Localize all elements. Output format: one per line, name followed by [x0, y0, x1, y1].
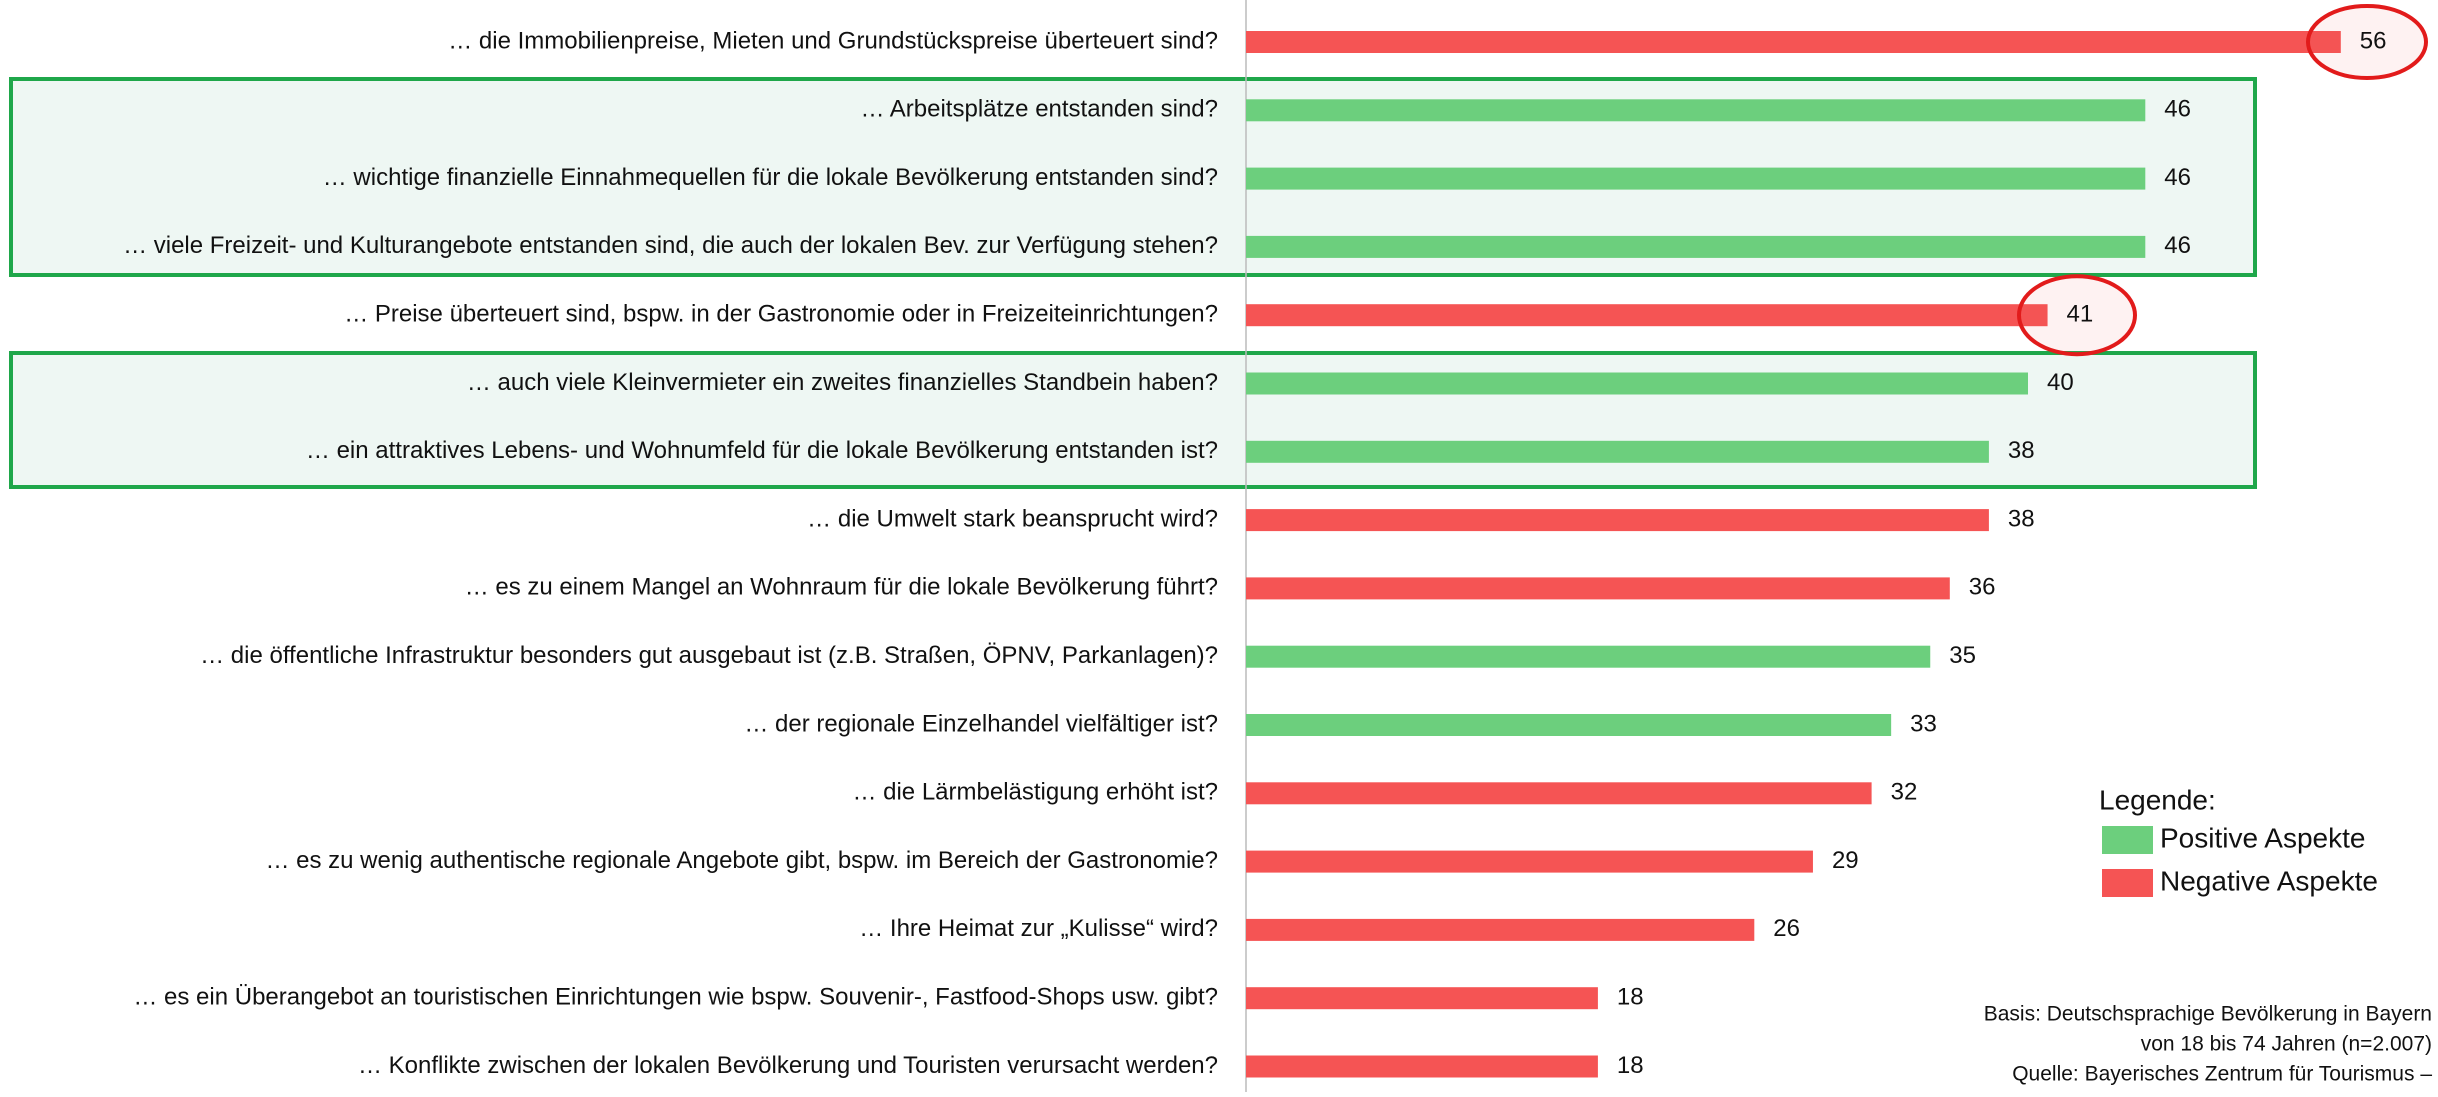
value-label: 26 — [1773, 915, 1800, 942]
value-label: 29 — [1832, 847, 1859, 874]
value-label: 38 — [2008, 505, 2035, 532]
category-label: … viele Freizeit- und Kulturangebote ent… — [123, 232, 1218, 259]
category-label: … auch viele Kleinvermieter ein zweites … — [467, 369, 1218, 396]
value-label: 56 — [2360, 27, 2387, 54]
value-label: 46 — [2164, 96, 2191, 123]
bar — [1246, 1055, 1598, 1078]
value-label: 35 — [1949, 642, 1976, 669]
category-label: … ein attraktives Lebens- und Wohnumfeld… — [306, 437, 1218, 464]
legend-swatch — [2102, 869, 2153, 897]
highlight-circle — [2306, 4, 2428, 80]
category-label: … Ihre Heimat zur „Kulisse“ wird? — [859, 915, 1218, 942]
value-label: 46 — [2164, 232, 2191, 259]
bar — [1246, 235, 2146, 258]
category-label: … die Umwelt stark beansprucht wird? — [807, 505, 1218, 532]
category-label: … es zu einem Mangel an Wohnraum für die… — [465, 574, 1218, 601]
category-label: … die öffentliche Infrastruktur besonder… — [200, 642, 1218, 669]
bar — [1246, 304, 2048, 327]
category-label: … Arbeitsplätze entstanden sind? — [860, 96, 1218, 123]
note: Basis: Deutschsprachige Bevölkerung in B… — [1984, 1003, 2432, 1026]
value-label: 32 — [1891, 779, 1918, 806]
legend-label: Negative Aspekte — [2160, 865, 2378, 896]
bar — [1246, 782, 1872, 805]
value-label: 33 — [1910, 710, 1937, 737]
category-label: … wichtige finanzielle Einnahmequellen f… — [323, 164, 1218, 191]
note: von 18 bis 74 Jahren (n=2.007) — [2141, 1033, 2432, 1056]
value-label: 38 — [2008, 437, 2035, 464]
value-label: 18 — [1617, 984, 1644, 1011]
category-label: … der regionale Einzelhandel vielfältige… — [744, 710, 1218, 737]
category-label: … es zu wenig authentische regionale Ang… — [265, 847, 1218, 874]
category-label: … die Lärmbelästigung erhöht ist? — [852, 779, 1218, 806]
bar — [1246, 440, 1989, 463]
bar — [1246, 987, 1598, 1010]
bar — [1246, 509, 1989, 532]
value-label: 46 — [2164, 164, 2191, 191]
bar — [1246, 99, 2146, 122]
value-label: 36 — [1969, 574, 1996, 601]
category-label: … die Immobilienpreise, Mieten und Grund… — [448, 27, 1218, 54]
bar — [1246, 372, 2028, 395]
bar — [1246, 918, 1755, 941]
bar — [1246, 645, 1931, 668]
bar — [1246, 714, 1892, 736]
legend-label: Positive Aspekte — [2160, 822, 2365, 853]
category-label: … Konflikte zwischen der lokalen Bevölke… — [358, 1052, 1218, 1079]
bar — [1246, 31, 2341, 53]
legend-title: Legende: — [2099, 784, 2216, 815]
bar — [1246, 167, 2146, 190]
value-label: 40 — [2047, 369, 2074, 396]
highlight-circle — [2017, 274, 2137, 357]
value-label: 18 — [1617, 1052, 1644, 1079]
note: Quelle: Bayerisches Zentrum für Tourismu… — [2012, 1063, 2432, 1086]
category-label: … Preise überteuert sind, bspw. in der G… — [344, 301, 1218, 328]
legend-swatch — [2102, 826, 2153, 854]
value-label: 41 — [2067, 301, 2094, 328]
bar — [1246, 850, 1813, 873]
category-label: … es ein Überangebot an touristischen Ei… — [133, 984, 1218, 1011]
bar — [1246, 577, 1950, 600]
